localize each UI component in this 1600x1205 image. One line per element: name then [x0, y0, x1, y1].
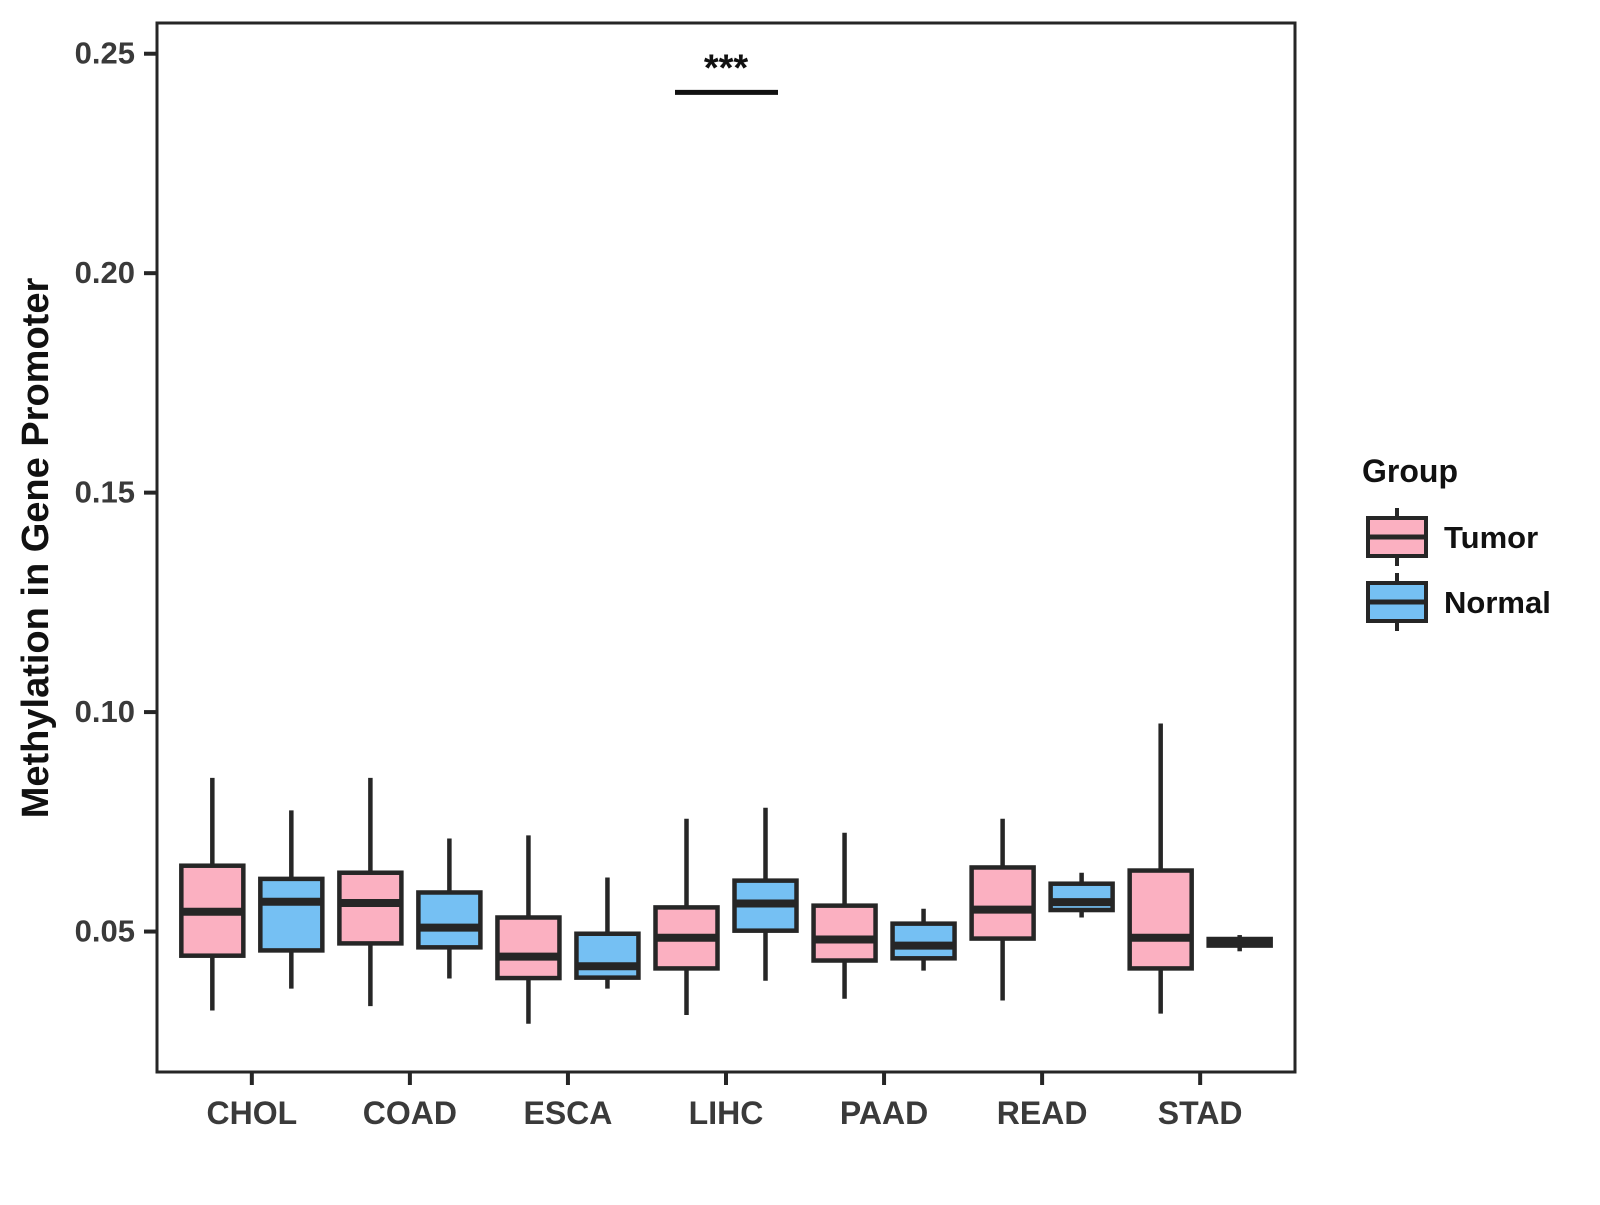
box-Normal-PAAD: [890, 921, 957, 961]
box-Tumor-ESCA: [495, 915, 562, 981]
x-tick-label: STAD: [1158, 1095, 1243, 1131]
legend-title: Group: [1362, 453, 1458, 489]
y-tick-label: 0.25: [75, 36, 135, 71]
significance-stars: ***: [704, 47, 749, 89]
box-Tumor-PAAD: [811, 903, 878, 963]
box-Tumor-COAD: [337, 870, 404, 946]
box-Tumor-STAD: [1127, 868, 1194, 971]
y-axis-title: Methylation in Gene Promoter: [15, 278, 57, 819]
axes-layer: 0.05 0.10 0.15 0.20 0.25 CHOL COAD ESCA LIHC PAAD…: [75, 36, 1243, 1131]
x-tick-label: READ: [997, 1095, 1088, 1131]
x-tick-label: CHOL: [207, 1095, 298, 1131]
y-tick-label: 0.10: [75, 694, 135, 729]
boxplot-layer: [179, 723, 1273, 1024]
x-tick-label: LIHC: [689, 1095, 764, 1131]
x-tick-label: COAD: [363, 1095, 457, 1131]
legend: Group Tumor Normal: [1362, 453, 1551, 631]
box-Normal-COAD: [416, 890, 483, 950]
legend-item-tumor: Tumor: [1366, 508, 1538, 566]
x-tick-label: PAAD: [840, 1095, 928, 1131]
legend-item-label-normal: Normal: [1444, 585, 1551, 620]
legend-item-normal: Normal: [1366, 573, 1551, 631]
y-tick-label: 0.20: [75, 255, 135, 290]
panel-border: [155, 21, 1297, 1074]
significance-annotation: ***: [675, 47, 778, 95]
box-Tumor-READ: [969, 865, 1036, 941]
x-tick-label: ESCA: [523, 1095, 612, 1131]
y-tick-label: 0.05: [75, 914, 135, 949]
box-Normal-CHOL: [258, 876, 325, 953]
legend-item-label-tumor: Tumor: [1444, 520, 1538, 555]
y-tick-label: 0.15: [75, 475, 135, 510]
panel-layer: [155, 21, 1297, 1074]
box-Normal-ESCA: [574, 931, 641, 980]
